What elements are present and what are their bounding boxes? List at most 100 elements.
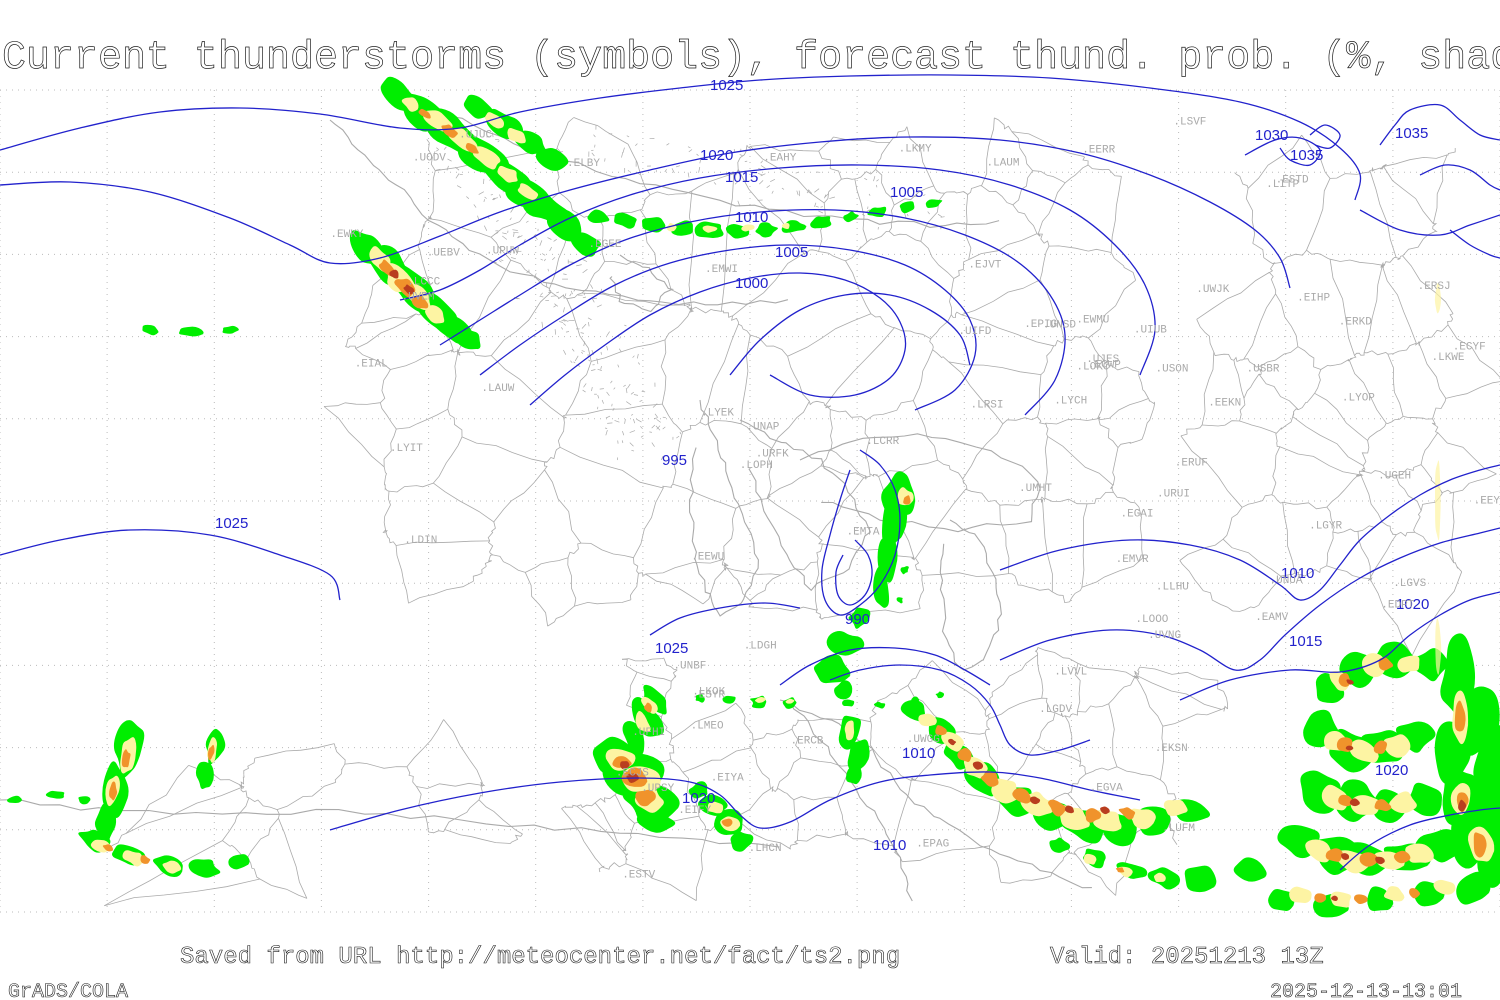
svg-text:.LAUW: .LAUW xyxy=(481,383,514,395)
svg-text:.URUI: .URUI xyxy=(1157,488,1190,500)
svg-text:1000: 1000 xyxy=(735,275,768,292)
svg-text:.ERUF: .ERUF xyxy=(1175,458,1208,470)
svg-text:.LCCC: .LCCC xyxy=(407,277,440,289)
svg-text:1020: 1020 xyxy=(1375,762,1408,779)
svg-text:.LKMY: .LKMY xyxy=(899,143,932,155)
svg-text:Saved from URL http://meteocen: Saved from URL http://meteocenter.net/fa… xyxy=(180,944,900,971)
svg-text:.EGAI: .EGAI xyxy=(1121,509,1154,521)
svg-text:.LGYR: .LGYR xyxy=(1309,520,1342,532)
svg-text:Current thunderstorms (symbols: Current thunderstorms (symbols), forecas… xyxy=(2,36,1500,81)
svg-text:.UIFD: .UIFD xyxy=(958,326,991,338)
svg-text:.EMVR: .EMVR xyxy=(1116,554,1149,566)
svg-text:.LYEK: .LYEK xyxy=(701,408,734,420)
svg-text:.UIUB: .UIUB xyxy=(1134,325,1167,337)
svg-text:.UEBV: .UEBV xyxy=(427,248,460,260)
svg-text:.UNUA: .UNUA xyxy=(1270,575,1303,587)
svg-text:.EPAG: .EPAG xyxy=(916,839,949,851)
svg-text:.UNBF: .UNBF xyxy=(673,661,706,673)
svg-text:.EAMV: .EAMV xyxy=(1255,612,1288,624)
svg-text:.ECYF: .ECYF xyxy=(1453,341,1486,353)
svg-text:.EMWI: .EMWI xyxy=(705,264,738,276)
svg-text:.LRSI: .LRSI xyxy=(971,400,1004,412)
svg-text:.EEWU: .EEWU xyxy=(691,552,724,564)
svg-text:.UVNG: .UVNG xyxy=(1148,630,1181,642)
svg-text:.ERCB: .ERCB xyxy=(791,735,824,747)
svg-text:.LSVF: .LSVF xyxy=(1173,116,1206,128)
svg-text:.ESTD: .ESTD xyxy=(1276,175,1309,187)
svg-text:.EIHP: .EIHP xyxy=(1297,293,1330,305)
svg-text:.LDGH: .LDGH xyxy=(744,640,777,652)
svg-text:.EWKY: .EWKY xyxy=(330,229,363,241)
svg-text:.ELBY: .ELBY xyxy=(567,158,600,170)
svg-text:.UNAP: .UNAP xyxy=(746,422,779,434)
svg-text:.ECJS: .ECJS xyxy=(616,768,649,780)
svg-text:.LYOP: .LYOP xyxy=(1342,392,1375,404)
svg-text:.UGEH: .UGEH xyxy=(1378,471,1411,483)
svg-text:1035: 1035 xyxy=(1395,125,1428,142)
svg-text:.EGVA: .EGVA xyxy=(1090,783,1123,795)
svg-text:.LKWE: .LKWE xyxy=(1432,352,1465,364)
svg-text:.UNSD: .UNSD xyxy=(1043,320,1076,332)
svg-text:1020: 1020 xyxy=(700,147,733,164)
svg-text:1035: 1035 xyxy=(1290,147,1323,164)
svg-text:.LYIT: .LYIT xyxy=(390,443,423,455)
svg-text:1015: 1015 xyxy=(1289,633,1322,650)
svg-text:.UODV: .UODV xyxy=(413,153,446,165)
svg-text:Valid: 20251213 13Z: Valid: 20251213 13Z xyxy=(1050,944,1324,971)
svg-text:.EGEE: .EGEE xyxy=(589,239,622,251)
svg-text:.ESTV: .ESTV xyxy=(622,869,655,881)
svg-text:.ERSJ: .ERSJ xyxy=(1418,281,1451,293)
svg-text:.LHCN: .LHCN xyxy=(749,843,782,855)
svg-text:.UWJK: .UWJK xyxy=(1196,284,1229,296)
svg-text:.EIYA: .EIYA xyxy=(711,772,744,784)
svg-text:1010: 1010 xyxy=(873,837,906,854)
svg-text:.URFK: .URFK xyxy=(756,449,789,461)
svg-text:.EDPT: .EDPT xyxy=(1381,599,1414,611)
svg-text:.EWMU: .EWMU xyxy=(1076,315,1109,327)
svg-text:.LAUM: .LAUM xyxy=(987,157,1020,169)
svg-text:.USBR: .USBR xyxy=(1247,363,1280,375)
svg-text:1010: 1010 xyxy=(902,745,935,762)
svg-text:.UWGG: .UWGG xyxy=(907,734,940,746)
svg-text:990: 990 xyxy=(845,611,870,628)
svg-text:.LCRR: .LCRR xyxy=(866,436,899,448)
svg-text:.EAHY: .EAHY xyxy=(763,152,796,164)
svg-text:.USON: .USON xyxy=(1156,364,1189,376)
svg-text:.UPSY: .UPSY xyxy=(641,783,674,795)
svg-text:.LYCH: .LYCH xyxy=(1054,396,1087,408)
svg-text:.UVEM: .UVEM xyxy=(402,292,435,304)
svg-text:.EIAL: .EIAL xyxy=(355,359,388,371)
svg-text:2025-12-13-13:01: 2025-12-13-13:01 xyxy=(1270,981,1462,1000)
svg-text:1005: 1005 xyxy=(775,244,808,261)
svg-text:.UJES: .UJES xyxy=(1086,354,1119,366)
svg-text:.LGDV: .LGDV xyxy=(1039,704,1072,716)
svg-text:995: 995 xyxy=(662,452,687,469)
svg-text:.LOOO: .LOOO xyxy=(1135,614,1168,626)
svg-text:.ERKD: .ERKD xyxy=(1339,317,1372,329)
svg-text:.LOPH: .LOPH xyxy=(740,460,773,472)
svg-text:.LUFM: .LUFM xyxy=(1162,823,1195,835)
svg-text:.LDIN: .LDIN xyxy=(404,535,437,547)
svg-text:.EMTA: .EMTA xyxy=(847,526,880,538)
svg-text:.EJVT: .EJVT xyxy=(968,260,1001,272)
svg-text:GrADS/COLA: GrADS/COLA xyxy=(8,981,128,1000)
svg-text:.LGVS: .LGVS xyxy=(1393,578,1426,590)
svg-text:.EERR: .EERR xyxy=(1082,145,1115,157)
svg-text:1005: 1005 xyxy=(890,184,923,201)
svg-text:.LLHU: .LLHU xyxy=(1156,582,1189,594)
svg-text:.EIFY: .EIFY xyxy=(678,805,711,817)
svg-text:.UPUW: .UPUW xyxy=(486,245,519,257)
svg-text:1025: 1025 xyxy=(655,640,688,657)
svg-text:1015: 1015 xyxy=(725,169,758,186)
svg-text:.LMEO: .LMEO xyxy=(691,721,724,733)
svg-text:.LVVL: .LVVL xyxy=(1054,666,1087,678)
svg-text:.EEYA: .EEYA xyxy=(1474,495,1500,507)
svg-text:1025: 1025 xyxy=(215,515,248,532)
svg-text:1030: 1030 xyxy=(1255,127,1288,144)
svg-text:.UMHT: .UMHT xyxy=(1019,483,1052,495)
svg-text:.LKOK: .LKOK xyxy=(692,687,725,699)
svg-text:.UJUC: .UJUC xyxy=(459,130,492,142)
svg-text:.UFHI: .UFHI xyxy=(632,727,665,739)
svg-text:.EKSN: .EKSN xyxy=(1155,743,1188,755)
svg-text:.EEKN: .EEKN xyxy=(1208,397,1241,409)
